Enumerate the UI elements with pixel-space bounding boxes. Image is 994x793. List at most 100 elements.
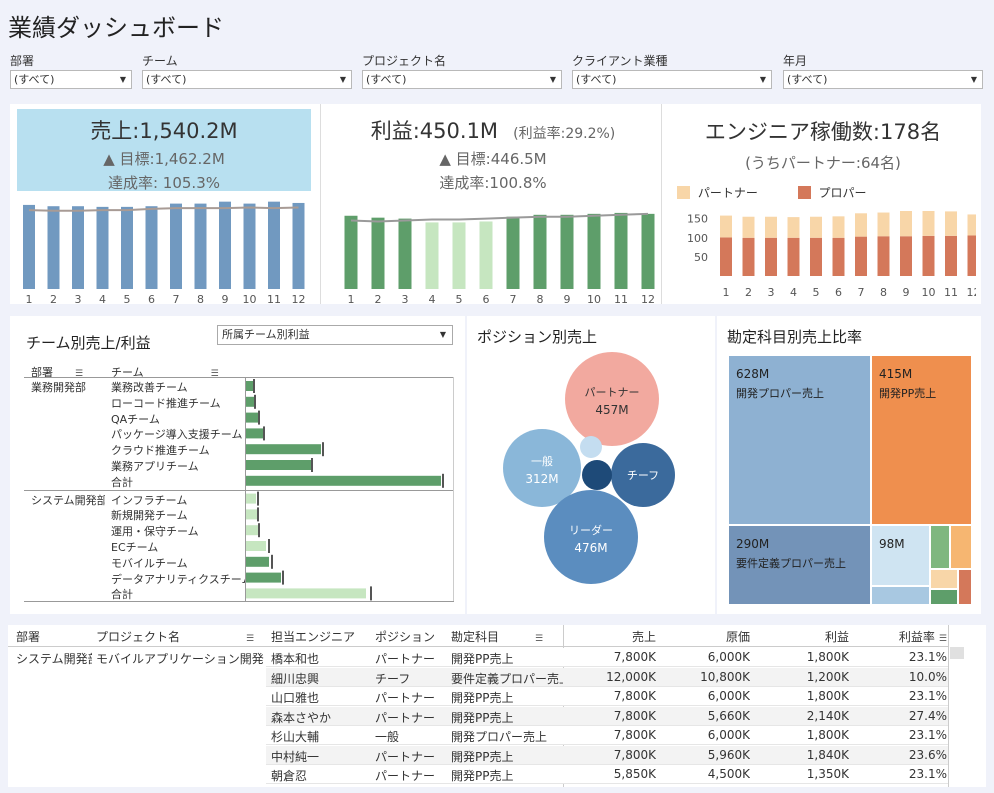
position-bubble[interactable] — [582, 460, 612, 490]
table-row[interactable] — [266, 765, 948, 784]
sales-bar[interactable] — [194, 203, 207, 289]
partner-bar[interactable] — [765, 216, 777, 238]
team-row-label[interactable]: ローコード推進チーム — [111, 396, 221, 410]
proper-bar[interactable] — [810, 237, 822, 276]
treemap-cell[interactable] — [729, 526, 870, 604]
profit-bar[interactable] — [371, 217, 385, 289]
treemap-cell[interactable] — [959, 570, 971, 604]
sales-bar[interactable] — [268, 201, 280, 289]
partner-bar[interactable] — [810, 216, 822, 238]
partner-bar[interactable] — [922, 211, 935, 236]
treemap-cell[interactable] — [872, 356, 971, 524]
table-row[interactable] — [266, 648, 948, 667]
team-row-label[interactable]: 業務改善チーム — [111, 381, 188, 394]
sales-bar[interactable] — [96, 206, 109, 289]
sort-icon[interactable]: ☰ — [210, 369, 219, 379]
treemap-cell[interactable] — [951, 526, 971, 568]
profit-bar[interactable] — [344, 215, 358, 289]
treemap-cell[interactable] — [872, 587, 929, 604]
team-row-label[interactable]: 運用・保守チーム — [111, 525, 199, 539]
treemap-cell[interactable] — [872, 526, 929, 585]
profit-bar[interactable] — [560, 214, 574, 289]
team-profit-bar[interactable] — [246, 556, 269, 567]
proper-bar[interactable] — [787, 237, 800, 276]
proper-bar[interactable] — [765, 237, 777, 276]
team-profit-bar[interactable] — [246, 428, 263, 439]
partner-bar[interactable] — [720, 215, 732, 238]
team-metric-select[interactable]: 所属チーム別利益 ▼ — [217, 325, 453, 345]
position-bubble[interactable] — [503, 429, 581, 507]
team-row-label[interactable]: 新規開発チーム — [111, 509, 188, 523]
position-bubble[interactable] — [565, 352, 659, 446]
sort-icon[interactable]: ☰ — [535, 634, 544, 644]
treemap-cell[interactable] — [729, 356, 870, 524]
team-profit-bar[interactable] — [246, 525, 258, 536]
sales-bar[interactable] — [23, 204, 35, 289]
team-profit-bar[interactable] — [246, 396, 254, 407]
sales-bar[interactable] — [47, 206, 60, 289]
team-select[interactable]: (すべて) ▼ — [142, 70, 352, 89]
proper-bar[interactable] — [855, 236, 867, 276]
table-row[interactable] — [266, 687, 948, 706]
partner-bar[interactable] — [900, 211, 912, 237]
profit-bar[interactable] — [452, 222, 466, 289]
partner-bar[interactable] — [967, 214, 977, 236]
sort-icon[interactable]: ☰ — [75, 369, 84, 379]
team-row-label[interactable]: データアナリティクスチーム — [111, 572, 245, 586]
treemap-cell[interactable] — [931, 526, 949, 568]
department-select[interactable]: (すべて) ▼ — [10, 70, 132, 89]
proper-bar[interactable] — [742, 237, 755, 276]
profit-bar[interactable] — [506, 216, 520, 289]
position-bubble[interactable] — [544, 490, 638, 584]
profit-bar[interactable] — [614, 212, 628, 289]
profit-bar[interactable] — [587, 213, 601, 289]
partner-bar[interactable] — [877, 212, 890, 237]
team-row-label[interactable]: インフラチーム — [111, 493, 188, 507]
team-profit-bar[interactable] — [246, 572, 281, 583]
sales-bar[interactable] — [121, 206, 133, 289]
team-profit-bar[interactable] — [246, 381, 253, 391]
partner-bar[interactable] — [855, 213, 867, 237]
team-row-label[interactable]: 業務アプリチーム — [111, 460, 199, 473]
proper-bar[interactable] — [922, 235, 935, 276]
table-row[interactable] — [266, 667, 948, 687]
treemap-cell[interactable] — [931, 570, 957, 588]
team-profit-bar[interactable] — [246, 493, 256, 504]
partner-bar[interactable] — [787, 217, 800, 238]
partner-bar[interactable] — [742, 216, 755, 238]
team-row-label[interactable]: クラウド推進チーム — [111, 444, 210, 458]
profit-bar[interactable] — [641, 213, 655, 289]
partner-bar[interactable] — [832, 216, 845, 238]
position-bubble[interactable] — [580, 436, 602, 458]
position-bubble[interactable] — [611, 443, 675, 507]
team-row-label[interactable]: 合計 — [111, 588, 133, 602]
team-row-label[interactable]: ECチーム — [111, 541, 159, 554]
team-profit-bar[interactable] — [246, 460, 311, 470]
proper-bar[interactable] — [900, 236, 912, 276]
profit-bar[interactable] — [398, 218, 412, 289]
team-row-label[interactable]: 合計 — [111, 475, 133, 489]
project-select[interactable]: (すべて) ▼ — [362, 70, 562, 89]
team-profit-bar[interactable] — [246, 475, 441, 486]
client-industry-select[interactable]: (すべて) ▼ — [572, 70, 772, 89]
team-profit-bar[interactable] — [246, 541, 266, 551]
profit-bar[interactable] — [533, 214, 547, 289]
partner-bar[interactable] — [945, 211, 957, 236]
sales-bar[interactable] — [292, 202, 305, 289]
sales-bar[interactable] — [243, 203, 256, 289]
sort-icon[interactable]: ☰ — [246, 634, 255, 644]
year-month-select[interactable]: (すべて) ▼ — [783, 70, 983, 89]
table-row[interactable] — [266, 745, 948, 765]
table-row[interactable] — [266, 726, 948, 745]
team-row-label[interactable]: モバイルチーム — [111, 556, 188, 570]
profit-bar[interactable] — [479, 221, 493, 289]
profit-bar[interactable] — [425, 222, 439, 289]
team-profit-bar[interactable] — [246, 412, 259, 423]
team-row-label[interactable]: パッケージ導入支援チーム — [111, 428, 243, 442]
proper-bar[interactable] — [720, 237, 732, 276]
sort-icon[interactable]: ☰ — [938, 634, 947, 644]
team-profit-bar[interactable] — [246, 509, 258, 520]
proper-bar[interactable] — [877, 236, 890, 276]
proper-bar[interactable] — [832, 237, 845, 276]
scrollbar-thumb[interactable] — [950, 647, 964, 659]
